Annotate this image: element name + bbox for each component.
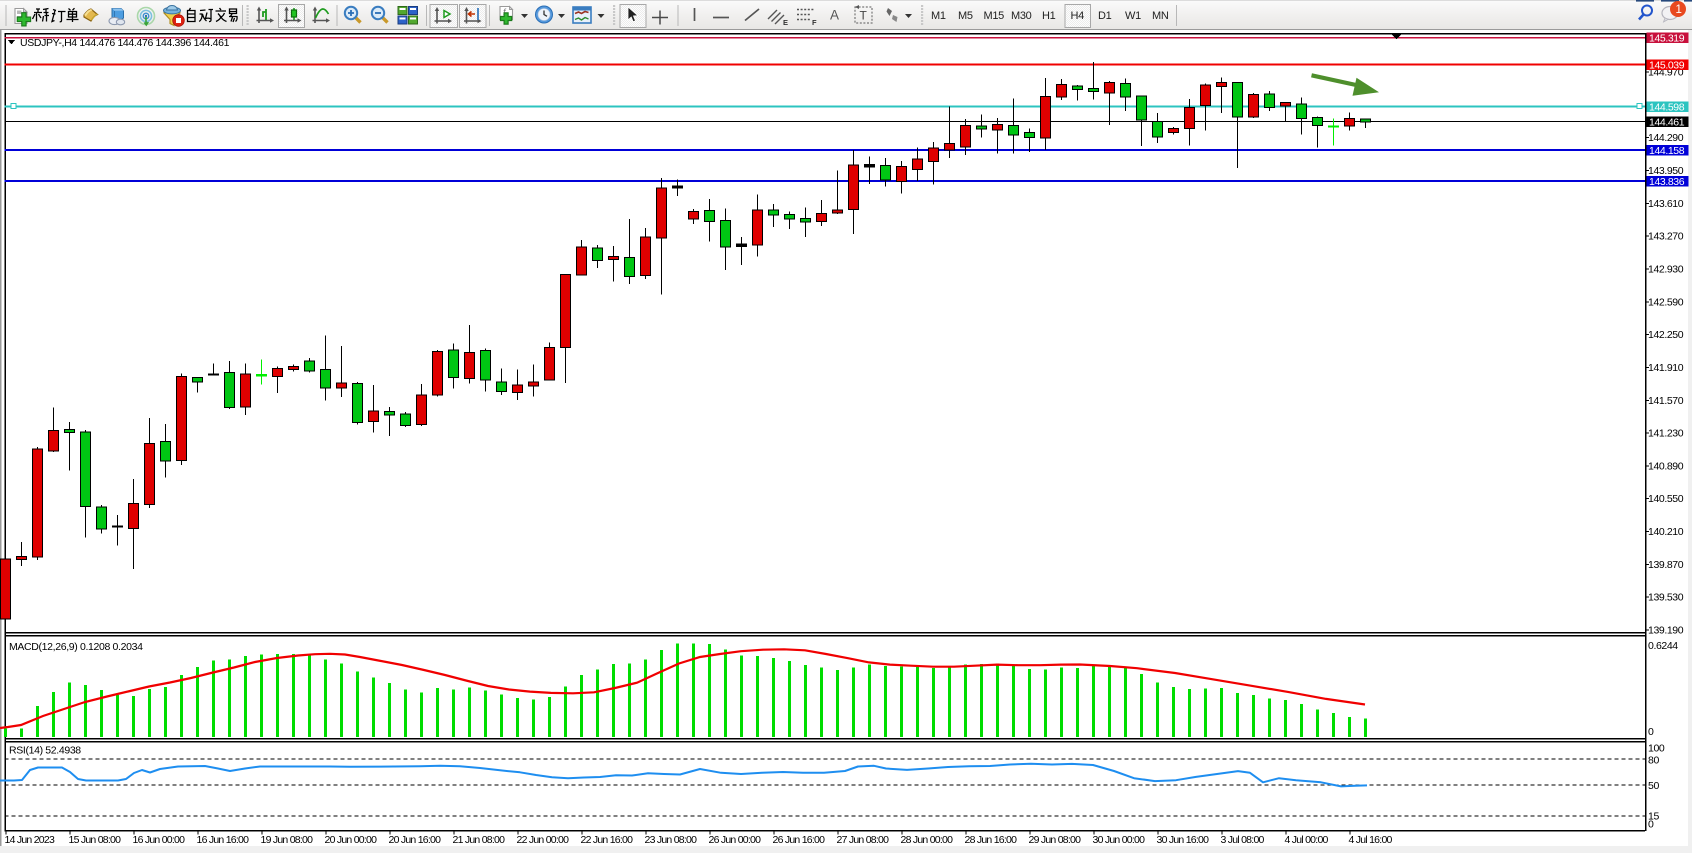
svg-text:T: T [860,9,868,23]
svg-text:143.836: 143.836 [1649,176,1685,188]
svg-text:3 Jul 08:00: 3 Jul 08:00 [1221,834,1265,846]
svg-text:22 Jun 00:00: 22 Jun 00:00 [517,834,570,846]
svg-text:140.210: 140.210 [1648,526,1684,538]
svg-text:M15: M15 [984,10,1005,22]
svg-text:H4: H4 [1071,10,1085,22]
svg-text:28 Jun 00:00: 28 Jun 00:00 [901,834,954,846]
svg-text:0: 0 [1648,726,1654,738]
svg-text:15 Jun 08:00: 15 Jun 08:00 [69,834,122,846]
svg-text:D1: D1 [1098,10,1112,22]
svg-text:MN: MN [1152,10,1169,22]
svg-text:M1: M1 [931,10,946,22]
svg-text:80: 80 [1648,755,1659,767]
svg-text:50: 50 [1648,780,1659,792]
svg-text:0.6244: 0.6244 [1648,640,1678,652]
svg-text:139.870: 139.870 [1648,559,1684,571]
svg-text:145.319: 145.319 [1649,33,1685,45]
svg-text:16 Jun 16:00: 16 Jun 16:00 [197,834,250,846]
svg-text:144.461: 144.461 [1649,117,1685,129]
svg-text:143.950: 143.950 [1648,165,1684,177]
svg-text:F: F [812,18,817,27]
svg-text:W1: W1 [1125,10,1141,22]
svg-text:26 Jun 16:00: 26 Jun 16:00 [773,834,826,846]
svg-text:140.550: 140.550 [1648,493,1684,505]
svg-text:22 Jun 16:00: 22 Jun 16:00 [581,834,634,846]
svg-text:139.190: 139.190 [1648,625,1684,637]
svg-text:26 Jun 00:00: 26 Jun 00:00 [709,834,762,846]
svg-text:27 Jun 08:00: 27 Jun 08:00 [837,834,890,846]
svg-text:H1: H1 [1042,10,1056,22]
svg-text:30 Jun 16:00: 30 Jun 16:00 [1157,834,1210,846]
svg-text:144.598: 144.598 [1649,102,1685,114]
svg-text:142.930: 142.930 [1648,264,1684,276]
svg-text:141.910: 141.910 [1648,362,1684,374]
svg-text:20 Jun 16:00: 20 Jun 16:00 [389,834,442,846]
svg-text:28 Jun 16:00: 28 Jun 16:00 [965,834,1018,846]
svg-text:139.530: 139.530 [1648,592,1684,604]
svg-text:30 Jun 00:00: 30 Jun 00:00 [1093,834,1146,846]
svg-text:0: 0 [1648,819,1654,831]
svg-text:145.039: 145.039 [1649,60,1685,72]
svg-text:141.230: 141.230 [1648,428,1684,440]
svg-text:143.270: 143.270 [1648,231,1684,243]
svg-text:1: 1 [1676,4,1682,16]
svg-text:100: 100 [1648,743,1665,755]
svg-text:21 Jun 08:00: 21 Jun 08:00 [453,834,506,846]
svg-text:142.590: 142.590 [1648,296,1684,308]
svg-text:A: A [830,8,839,23]
svg-text:29 Jun 08:00: 29 Jun 08:00 [1029,834,1082,846]
svg-text:MACD(12,26,9) 0.1208 0.2034: MACD(12,26,9) 0.1208 0.2034 [9,641,143,653]
svg-text:144.290: 144.290 [1648,132,1684,144]
svg-text:M5: M5 [958,10,973,22]
svg-text:16 Jun 00:00: 16 Jun 00:00 [133,834,186,846]
svg-text:f: f [503,7,507,17]
svg-text:4 Jul 16:00: 4 Jul 16:00 [1349,834,1393,846]
svg-text:USDJPY-,H4 144.476 144.476 14: USDJPY-,H4 144.476 144.476 144.396 144.4… [20,37,230,49]
svg-text:M30: M30 [1011,10,1032,22]
svg-text:140.890: 140.890 [1648,460,1684,472]
svg-text:15: 15 [1648,811,1659,823]
svg-text:4 Jul 00:00: 4 Jul 00:00 [1285,834,1329,846]
svg-text:144.158: 144.158 [1649,145,1685,157]
svg-text:14 Jun 2023: 14 Jun 2023 [5,834,55,846]
svg-text:20 Jun 00:00: 20 Jun 00:00 [325,834,378,846]
svg-text:141.570: 141.570 [1648,395,1684,407]
svg-text:142.250: 142.250 [1648,329,1684,341]
svg-text:RSI(14) 52.4938: RSI(14) 52.4938 [9,745,81,757]
svg-text:23 Jun 08:00: 23 Jun 08:00 [645,834,698,846]
svg-text:143.610: 143.610 [1648,198,1684,210]
svg-text:E: E [783,18,788,27]
svg-text:19 Jun 08:00: 19 Jun 08:00 [261,834,314,846]
